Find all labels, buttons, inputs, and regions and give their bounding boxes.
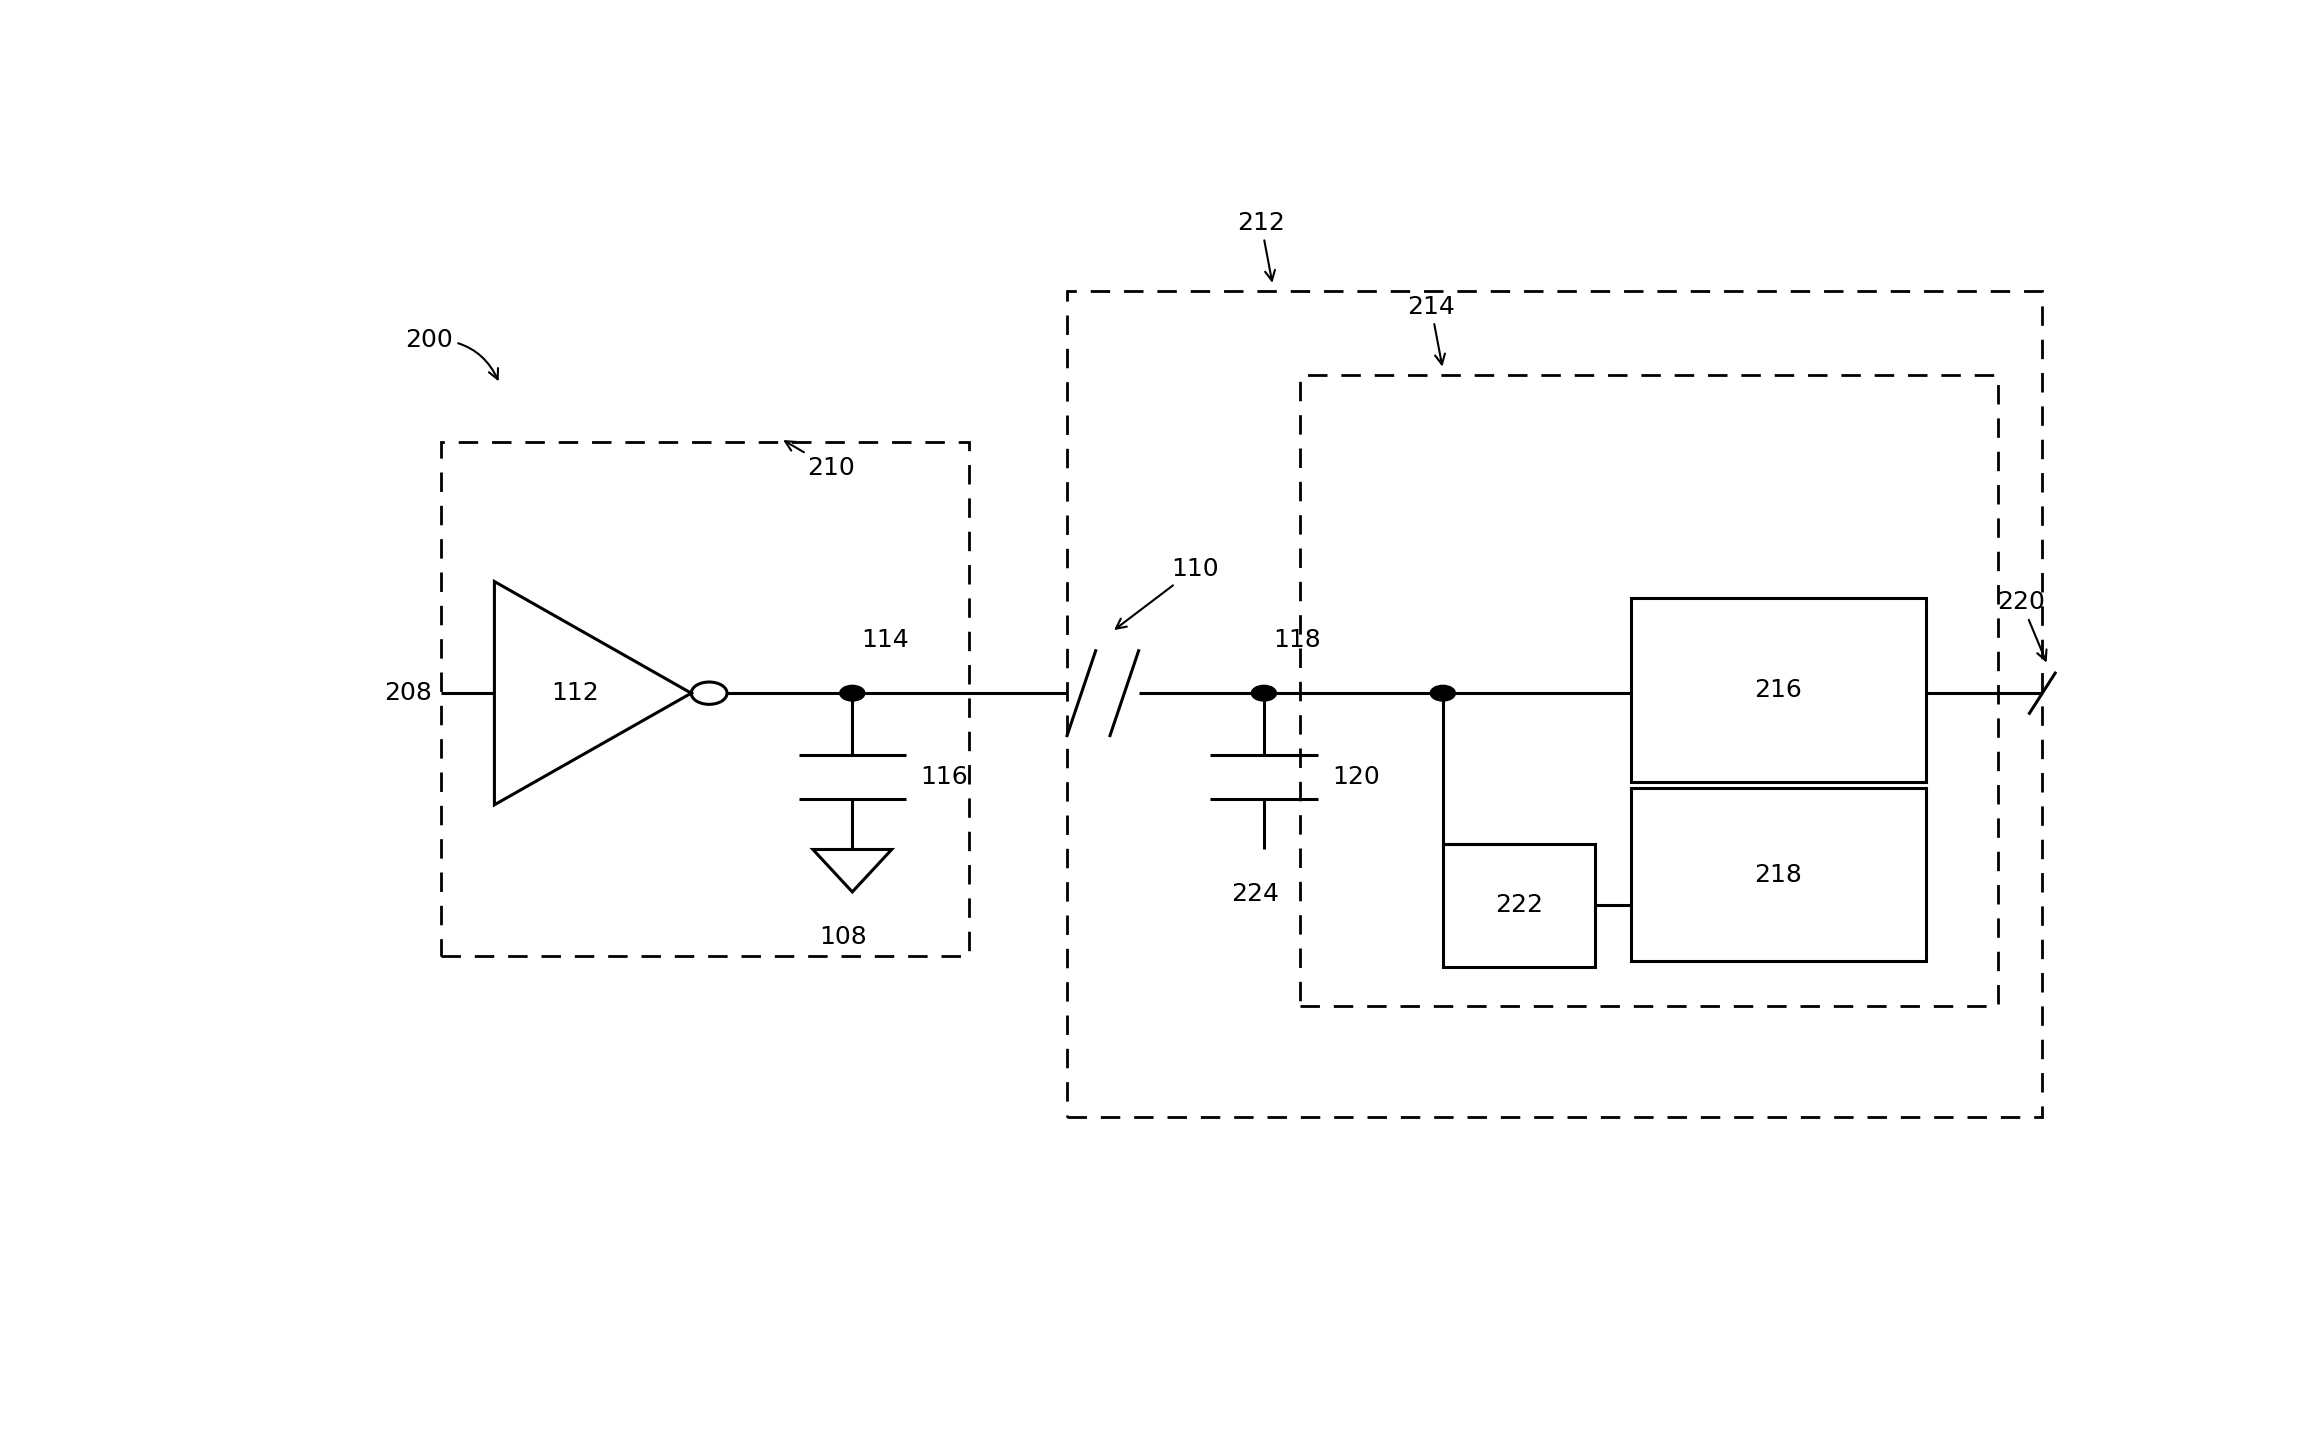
Bar [1443, 844, 1596, 967]
Bar [1067, 291, 2041, 1118]
Text: 220: 220 [1997, 590, 2046, 661]
Text: 218: 218 [1755, 863, 1803, 886]
Text: 200: 200 [404, 328, 499, 380]
Text: 224: 224 [1231, 882, 1279, 906]
Circle shape [1429, 686, 1455, 700]
Bar [1300, 376, 1997, 1006]
Text: 214: 214 [1406, 294, 1455, 364]
Bar [1630, 599, 1926, 783]
Text: 118: 118 [1272, 628, 1321, 651]
Text: 114: 114 [861, 628, 910, 651]
Bar [1630, 789, 1926, 961]
Text: 110: 110 [1115, 557, 1219, 629]
Text: 116: 116 [921, 766, 967, 789]
Text: 210: 210 [785, 441, 854, 480]
Bar [441, 442, 967, 956]
Text: 120: 120 [1332, 766, 1381, 789]
Circle shape [1251, 686, 1277, 700]
Circle shape [840, 686, 866, 700]
Text: 108: 108 [820, 925, 868, 948]
Text: 222: 222 [1494, 893, 1542, 918]
Text: 208: 208 [383, 682, 432, 705]
Text: 216: 216 [1755, 679, 1803, 702]
Text: 212: 212 [1238, 210, 1284, 281]
Text: 112: 112 [552, 682, 598, 705]
